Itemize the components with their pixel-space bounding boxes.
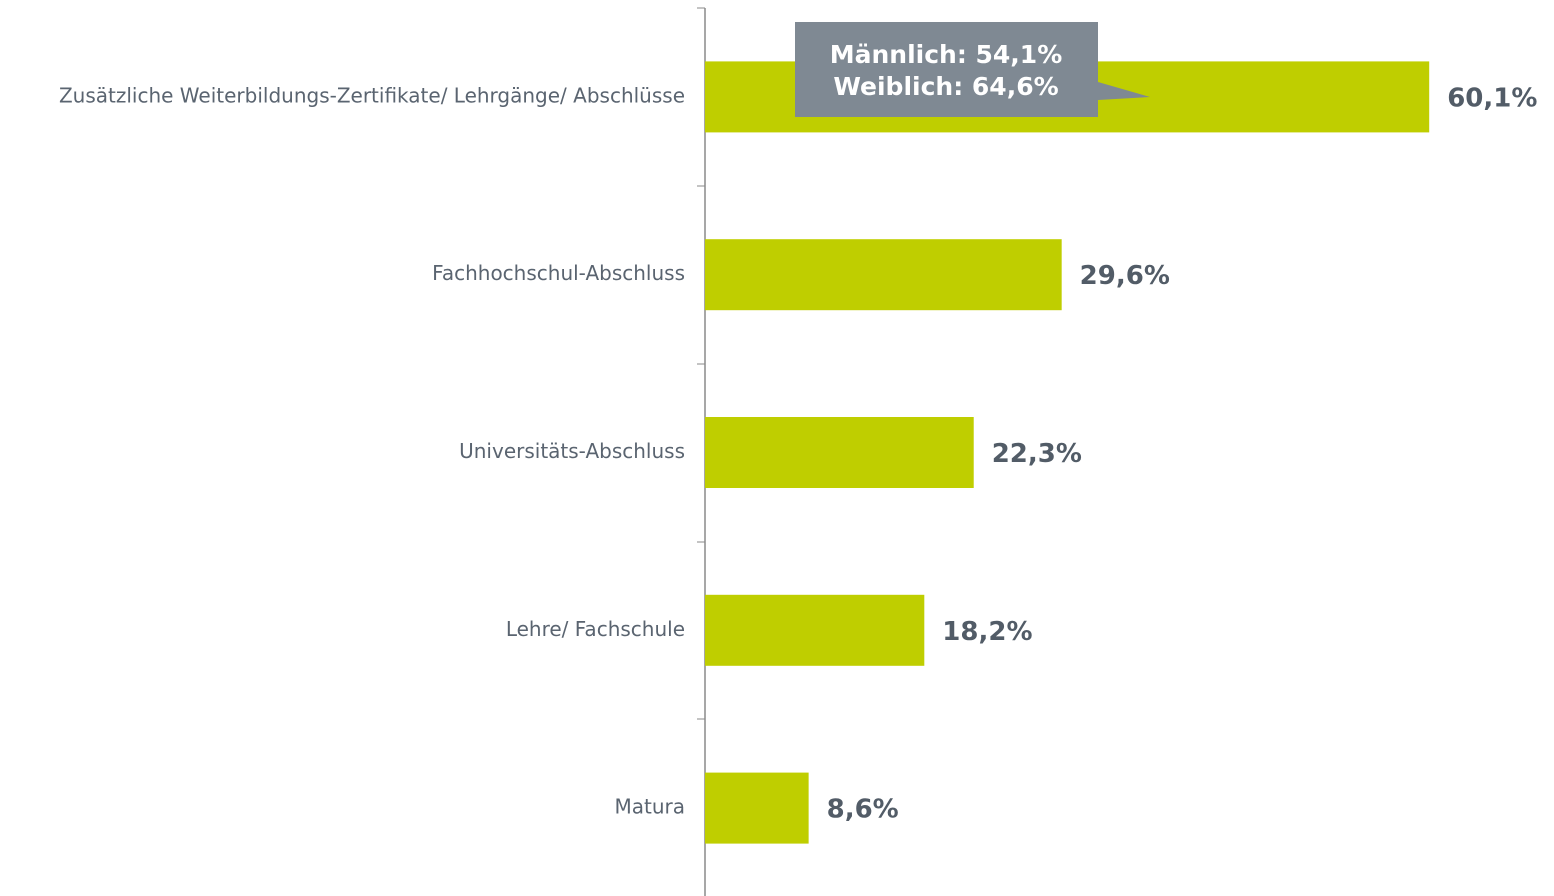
bar xyxy=(705,417,974,488)
annotation: Weiblich: 64,6% xyxy=(833,72,1058,101)
value-label: 22,3% xyxy=(992,439,1082,469)
value-label: 60,1% xyxy=(1447,83,1537,113)
value-label: 18,2% xyxy=(942,617,1032,647)
axis-ticks xyxy=(697,7,705,720)
category-label: Zusätzliche Weiterbildungs-Zertifikate/ … xyxy=(59,83,685,107)
category-label: Lehre/ Fachschule xyxy=(506,617,685,641)
category-label: Universitäts-Abschluss xyxy=(459,439,685,463)
bar xyxy=(705,594,925,666)
callout-box xyxy=(795,22,1150,117)
bar xyxy=(705,772,809,844)
callout: Männlich: 54,1% Weiblich: 64,6% xyxy=(795,22,1150,117)
annotation: Männlich: 54,1% xyxy=(830,40,1063,69)
bar xyxy=(705,239,1062,311)
value-label: 29,6% xyxy=(1080,261,1170,291)
category-label: Matura xyxy=(614,795,685,819)
value-label: 8,6% xyxy=(827,795,899,825)
category-label: Fachhochschul-Abschluss xyxy=(432,261,685,285)
